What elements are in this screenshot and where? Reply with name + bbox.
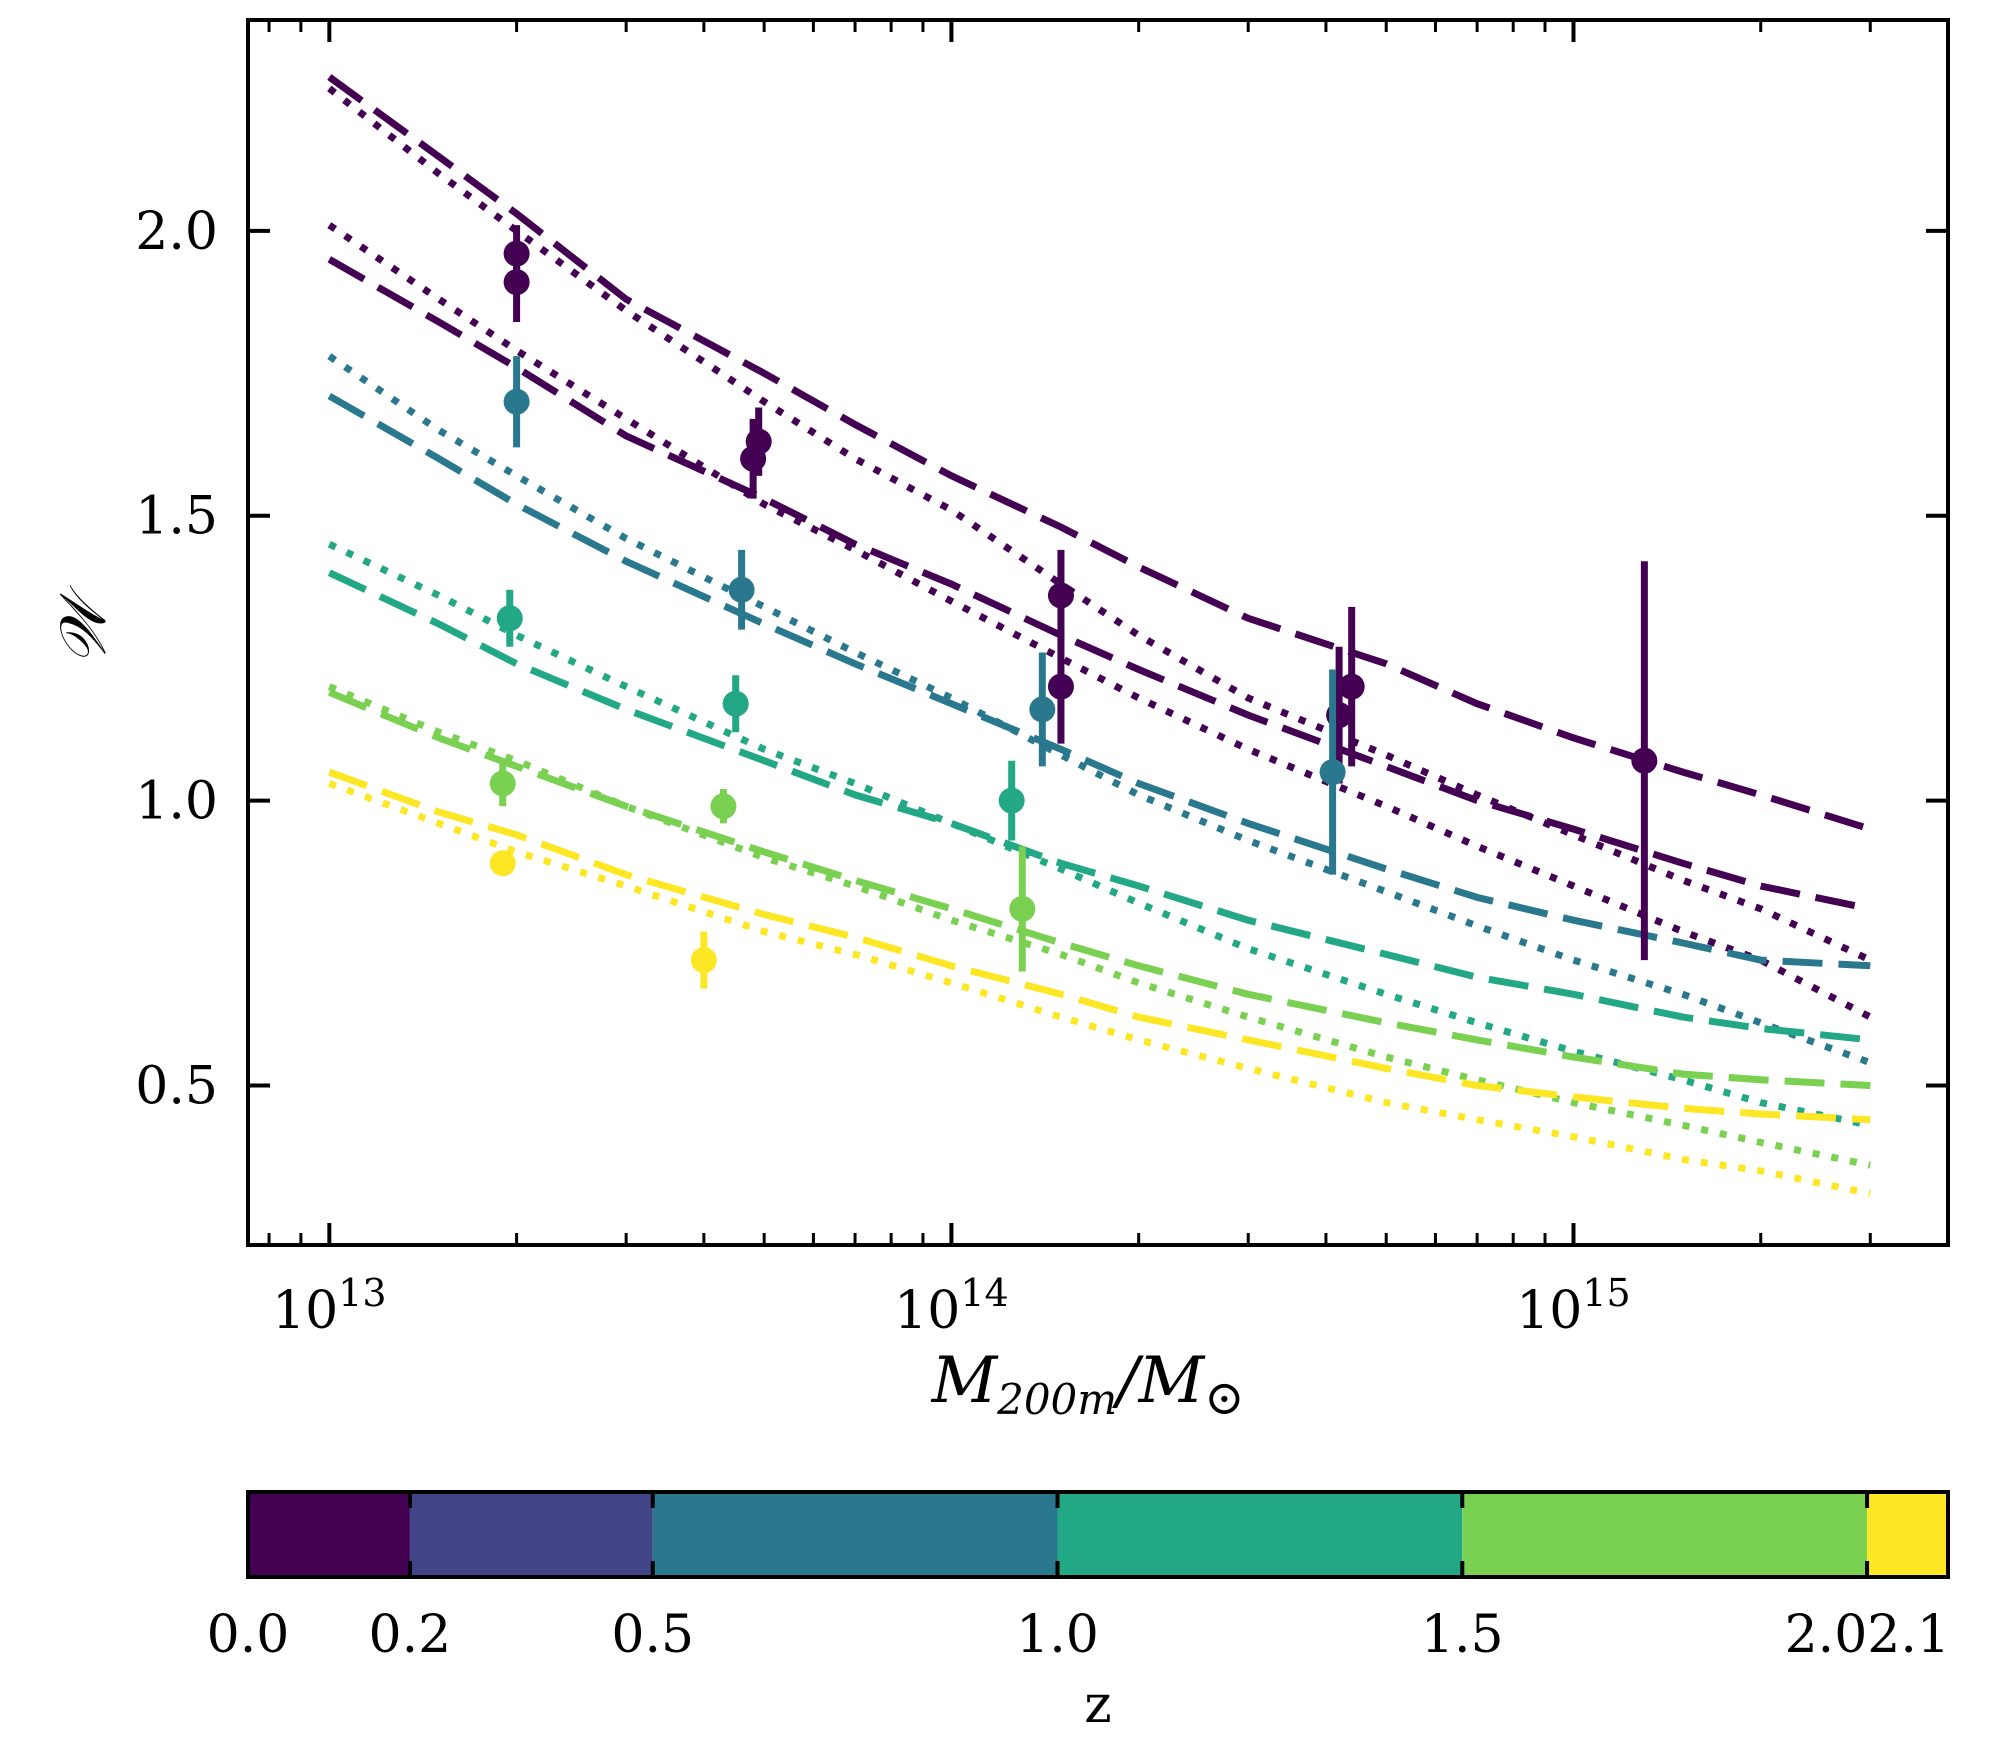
colorbar-segment-0	[248, 1492, 410, 1577]
series-line-dotted-z1_5-8	[327, 683, 1872, 1169]
series-line-dashed-z0_0-3	[327, 256, 1872, 913]
data-point-17	[710, 793, 737, 820]
series-line-dashed-z1_5-9	[327, 689, 1871, 1089]
data-point-11	[1029, 696, 1056, 723]
colorbar-tick-label: 0.5	[611, 1605, 694, 1665]
data-point-19	[489, 850, 516, 877]
x-tick-label: 1014	[894, 1271, 1009, 1341]
data-point-9	[503, 388, 530, 415]
colorbar-segment-2	[652, 1492, 1058, 1577]
y-tick-label: 1.5	[135, 487, 218, 547]
colorbar-segment-1	[409, 1492, 653, 1577]
colorbar-tick-label: 1.5	[1421, 1605, 1504, 1665]
series-line-dotted-z0_0-1	[327, 85, 1872, 964]
data-point-4	[1047, 582, 1074, 609]
measured-points	[489, 225, 1658, 989]
x-tick-label: 1015	[1516, 1271, 1631, 1341]
colorbar-label: z	[1084, 1675, 1111, 1735]
series-line-dashed-z0_0-0	[327, 74, 1872, 833]
y-tick-label: 2.0	[135, 202, 218, 262]
data-point-6	[1338, 673, 1365, 700]
data-point-8	[1631, 747, 1658, 774]
x-tick-label: 1013	[272, 1271, 387, 1341]
colorbar-tick-label: 2.1	[1867, 1605, 1950, 1665]
data-point-10	[728, 576, 755, 603]
series-line-dashed-z1_0-7	[327, 569, 1871, 1044]
colorbar-frame	[246, 1490, 1950, 1579]
colorbar-segment-5	[1867, 1492, 1948, 1577]
series-line-dotted-z0_0-2	[327, 222, 1872, 1021]
colorbar-tick-label: 1.0	[1016, 1605, 1099, 1665]
series-line-dotted-z0_5-4	[327, 353, 1872, 1066]
series-line-dotted-z2_0-11	[328, 780, 1872, 1198]
plot-frame	[246, 18, 1950, 1247]
data-point-5	[1047, 673, 1074, 700]
colorbar-segment-4	[1462, 1492, 1868, 1577]
y-tick-label: 0.5	[135, 1056, 218, 1116]
data-point-20	[690, 947, 717, 974]
data-point-14	[722, 690, 749, 717]
data-point-15	[998, 787, 1025, 814]
data-point-13	[496, 605, 523, 632]
data-point-16	[489, 770, 516, 797]
main-plot: 1013 1014 1015 0.5 1.0 1.5 2.0	[135, 18, 1950, 1341]
data-point-18	[1009, 895, 1036, 922]
colorbar-tick-label: 0.0	[207, 1605, 290, 1665]
model-curves	[327, 74, 1872, 1198]
colorbar-segment-3	[1057, 1492, 1463, 1577]
series-line-dashed-z2_0-10	[328, 768, 1871, 1124]
data-point-3	[740, 445, 767, 472]
x-tick-labels: 1013 1014 1015	[272, 1271, 1631, 1341]
x-axis-title: M200m/M⊙	[931, 1344, 1245, 1426]
colorbar-tick-label: 0.2	[369, 1605, 452, 1665]
data-point-1	[503, 269, 530, 296]
y-tick-label: 1.0	[135, 772, 218, 832]
data-point-12	[1319, 759, 1346, 786]
y-tick-labels: 0.5 1.0 1.5 2.0	[135, 202, 218, 1117]
colorbar: 0.0 0.2 0.5 1.0 1.5 2.0 2.1 z	[207, 1490, 1950, 1735]
colorbar-tick-labels: 0.0 0.2 0.5 1.0 1.5 2.0 2.1	[207, 1605, 1950, 1665]
series-line-dotted-z1_0-6	[327, 541, 1872, 1129]
colorbar-segments	[248, 1492, 1948, 1577]
colorbar-tick-label: 2.0	[1785, 1605, 1868, 1665]
axis-ticks	[248, 20, 1950, 1245]
series-line-dashed-z0_5-5	[327, 392, 1871, 970]
y-axis-title: 𝒲	[47, 585, 121, 666]
